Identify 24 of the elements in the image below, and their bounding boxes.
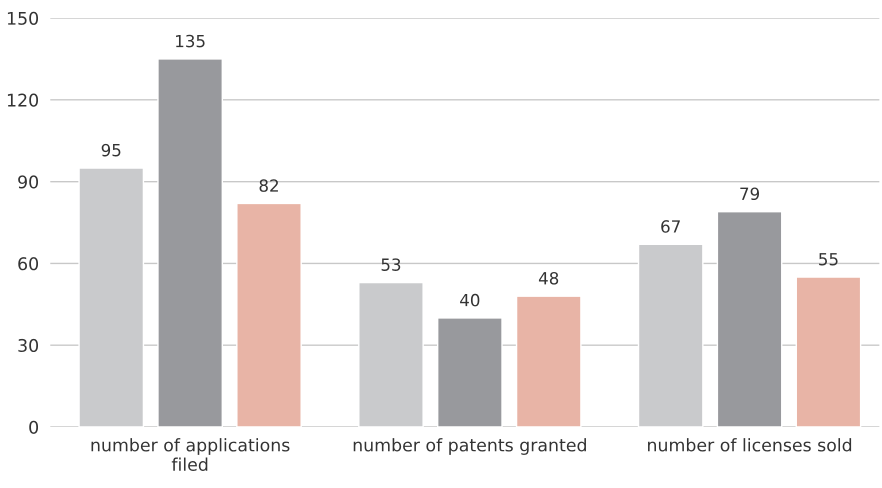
bar	[157, 58, 223, 427]
x-tick-label: number of patents granted	[354, 438, 586, 455]
data-label: 67	[661, 220, 680, 233]
x-tick-label: number of licenses sold	[648, 438, 852, 452]
data-label: 135	[176, 34, 205, 48]
bar	[516, 295, 582, 427]
y-tick-label: 0	[29, 420, 38, 434]
y-tick-label: 150	[8, 12, 38, 25]
data-label: 95	[102, 144, 120, 156]
data-label: 82	[260, 179, 278, 192]
y-tick-label: 30	[18, 338, 38, 352]
y-tick-label: 90	[18, 175, 38, 188]
data-label: 53	[382, 258, 400, 271]
y-tick-label: 60	[18, 257, 38, 270]
y-tick-label: 120	[8, 94, 38, 107]
data-label: 40	[460, 294, 480, 306]
bar	[716, 210, 782, 427]
x-tick-label: number of applications filed	[92, 438, 290, 471]
bar	[236, 202, 302, 427]
bar	[796, 276, 862, 427]
data-label: 79	[740, 187, 759, 200]
bar	[436, 317, 503, 427]
data-label: 55	[819, 253, 838, 266]
data-label: 48	[538, 272, 558, 285]
